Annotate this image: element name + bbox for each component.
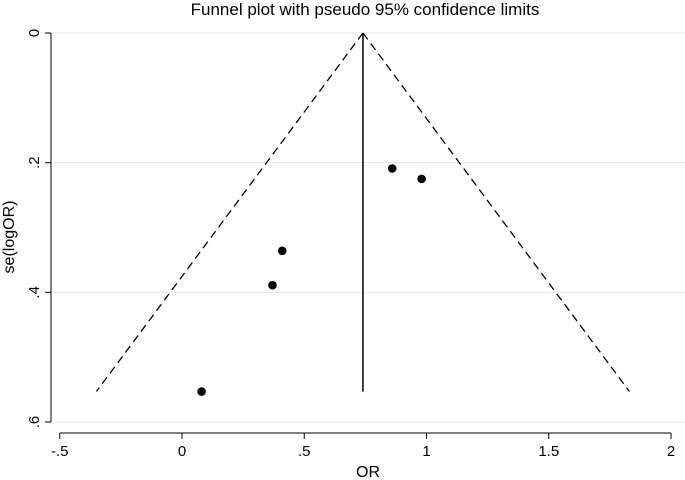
right-confidence-limit-line xyxy=(362,32,630,392)
x-tick-label: 0 xyxy=(178,443,186,460)
x-tick-label: .5 xyxy=(298,443,311,460)
data-point xyxy=(268,280,277,290)
left-confidence-limit-line xyxy=(95,32,364,392)
x-axis-title: OR xyxy=(356,464,380,480)
x-tick-label: 1 xyxy=(422,443,430,460)
data-points xyxy=(197,164,426,396)
data-point xyxy=(417,174,426,184)
chart-title: Funnel plot with pseudo 95% confidence l… xyxy=(191,0,540,19)
x-tick-label: 1.5 xyxy=(538,443,559,460)
grid-lines xyxy=(51,32,685,423)
data-point xyxy=(387,164,397,173)
y-tick-label: .4 xyxy=(26,286,43,299)
y-axis-title: se(logOR) xyxy=(1,201,18,274)
funnel-lines xyxy=(95,32,630,392)
y-tick-label: 0 xyxy=(26,29,43,37)
y-tick-label: .2 xyxy=(26,156,43,169)
data-point xyxy=(197,387,206,396)
data-point xyxy=(277,246,287,256)
axes: 0 .2 .4 .6 -.5 0 .5 1 1.5 2 xyxy=(26,29,675,460)
y-tick-label: .6 xyxy=(26,416,43,429)
x-tick-label: -.5 xyxy=(51,443,69,460)
x-tick-label: 2 xyxy=(667,443,675,460)
